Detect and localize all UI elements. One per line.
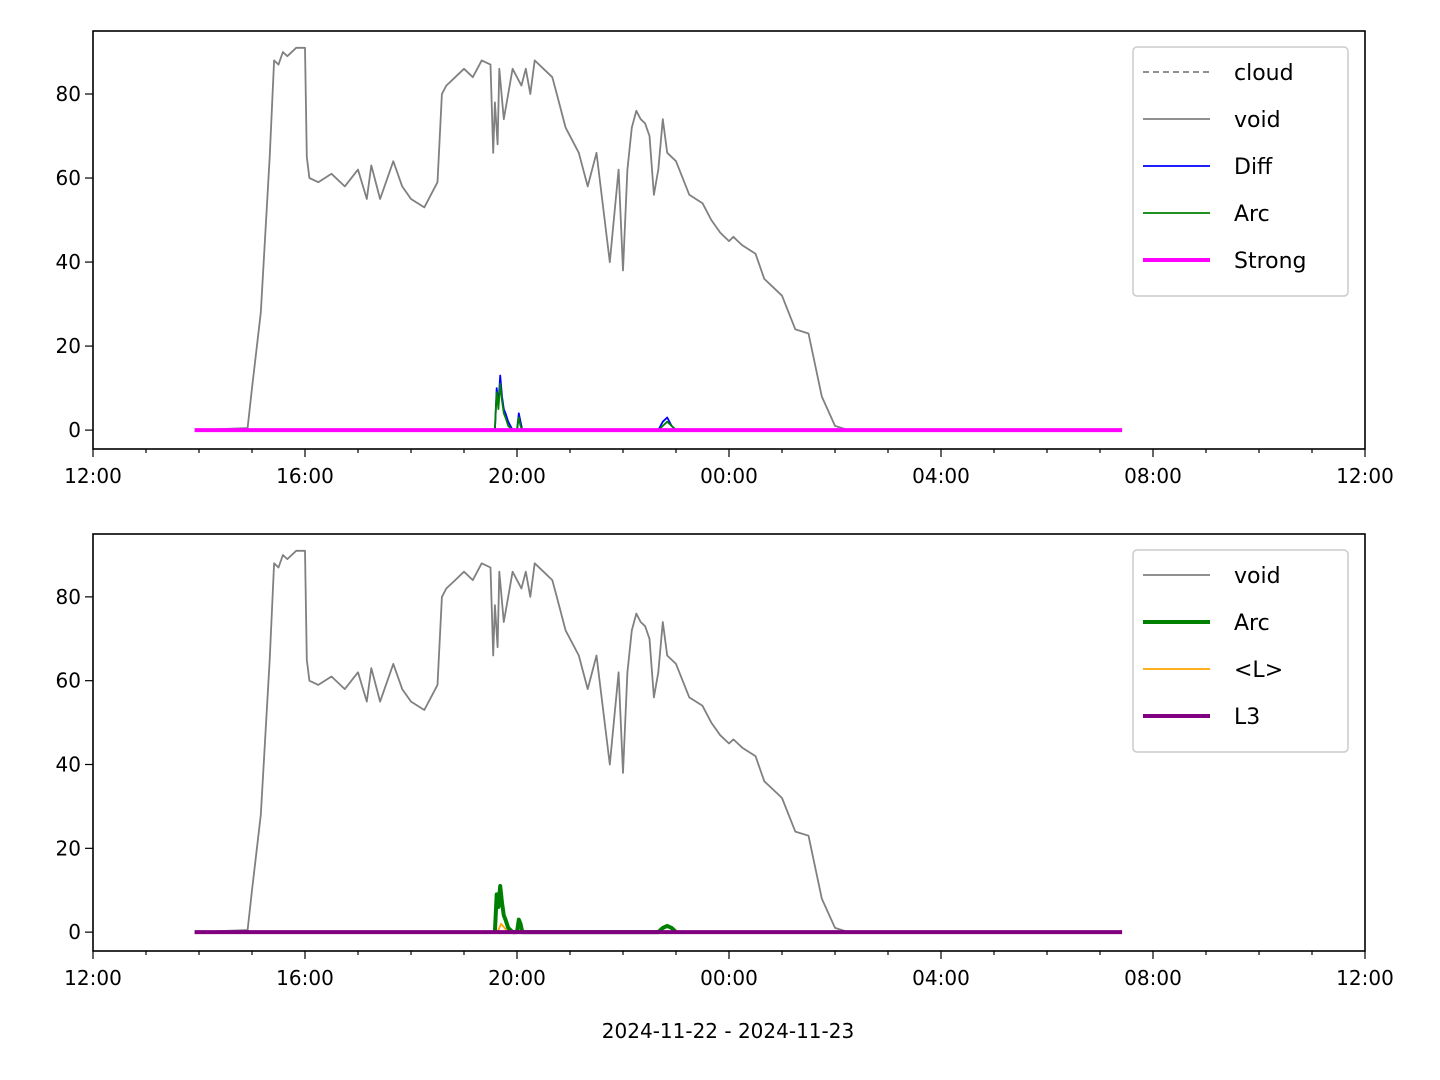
y-tick-label: 60 xyxy=(56,669,81,693)
y-tick-label: 20 xyxy=(56,836,81,860)
y-tick-label: 40 xyxy=(56,250,81,274)
legend-label: void xyxy=(1234,564,1281,589)
x-tick-label: 04:00 xyxy=(912,966,970,990)
legend-label: Strong xyxy=(1234,249,1307,274)
series-line-l xyxy=(496,922,509,933)
series-line-arc xyxy=(494,382,677,432)
series-line-diff xyxy=(494,374,677,432)
x-tick-label: 08:00 xyxy=(1124,966,1182,990)
x-tick-label: 00:00 xyxy=(700,966,758,990)
legend-label: L3 xyxy=(1234,705,1260,730)
legend-label: cloud xyxy=(1234,61,1294,86)
y-tick-label: 0 xyxy=(68,920,81,944)
legend-label: Diff xyxy=(1234,155,1273,180)
x-tick-label: 20:00 xyxy=(488,966,546,990)
legend-box xyxy=(1132,549,1349,753)
x-tick-label: 16:00 xyxy=(276,966,334,990)
y-tick-label: 80 xyxy=(56,585,81,609)
x-tick-label: 12:00 xyxy=(1336,464,1394,488)
y-tick-label: 60 xyxy=(56,166,81,190)
legend: void Arc <L> L3 xyxy=(1132,549,1349,753)
x-tick-label: 20:00 xyxy=(488,464,546,488)
series-line-void xyxy=(194,46,1061,432)
legend-label: Arc xyxy=(1234,202,1270,227)
y-tick-label: 0 xyxy=(68,418,81,442)
legend: cloud void Diff Arc Strong xyxy=(1132,46,1349,297)
bottom-panel: 12:00 16:00 20:00 00:00 04:00 08:00 12:00 0 20 40… xyxy=(56,533,1394,990)
y-tick-label: 80 xyxy=(56,82,81,106)
x-tick-label: 04:00 xyxy=(912,464,970,488)
series-line-arc xyxy=(492,884,678,935)
y-tick-label: 20 xyxy=(56,334,81,358)
legend-label: void xyxy=(1234,108,1281,133)
x-tick-label: 12:00 xyxy=(64,464,122,488)
legend-label: Arc xyxy=(1234,611,1270,636)
legend-label: <L> xyxy=(1234,658,1283,683)
x-tick-label: 00:00 xyxy=(700,464,758,488)
y-tick-label: 40 xyxy=(56,753,81,777)
x-tick-label: 12:00 xyxy=(1336,966,1394,990)
top-panel: 12:00 16:00 20:00 00:00 04:00 08:00 12:00 0 20 40… xyxy=(56,30,1394,488)
x-tick-label: 12:00 xyxy=(64,966,122,990)
series-line-void xyxy=(194,549,1061,933)
x-axis-label: 2024-11-22 - 2024-11-23 xyxy=(602,1019,854,1043)
legend-box xyxy=(1132,46,1349,297)
x-tick-label: 16:00 xyxy=(276,464,334,488)
x-tick-label: 08:00 xyxy=(1124,464,1182,488)
